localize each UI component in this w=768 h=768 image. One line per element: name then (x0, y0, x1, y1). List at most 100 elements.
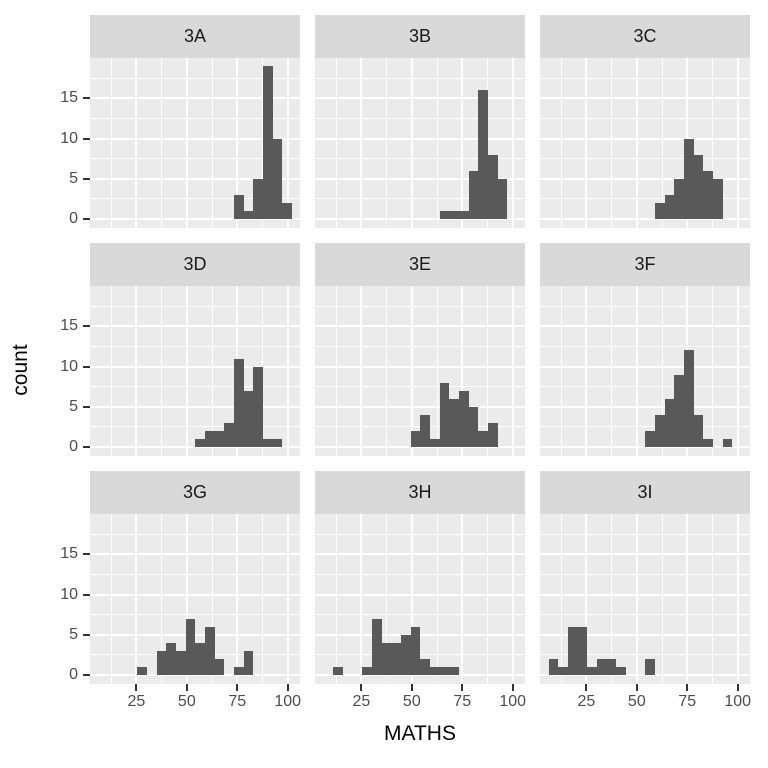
x-axis-tick (585, 684, 588, 691)
gridline-minor-y (90, 426, 300, 428)
y-axis-tick (83, 405, 90, 408)
facet-strip: 3F (540, 243, 750, 286)
histogram-bar (440, 211, 449, 220)
y-axis-tick (83, 446, 90, 449)
gridline-major-y (315, 674, 525, 677)
gridline-minor-y (315, 345, 525, 347)
histogram-bar (469, 406, 478, 448)
gridline-major-x (135, 58, 138, 228)
gridline-minor-y (315, 386, 525, 388)
gridline-minor-y (540, 654, 750, 656)
histogram-bar (488, 422, 498, 448)
y-tick-label: 15 (60, 545, 78, 563)
histogram-bar (665, 194, 674, 220)
facet-strip: 3B (315, 15, 525, 58)
x-tick-label: 100 (499, 693, 527, 710)
gridline-minor-y (315, 198, 525, 200)
histogram-bar (440, 382, 449, 448)
x-axis-tick (461, 684, 464, 691)
gridline-major-x (360, 514, 363, 684)
gridline-minor-y (540, 426, 750, 428)
facet-strip: 3G (90, 471, 300, 514)
histogram-bar (703, 439, 713, 448)
histogram-bar (372, 618, 382, 676)
gridline-minor-x (436, 58, 438, 228)
histogram-bar (459, 211, 469, 220)
histogram-bar (449, 398, 459, 448)
x-axis-tick (236, 684, 239, 691)
histogram-bar (684, 350, 694, 448)
histogram-bar (244, 390, 253, 448)
histogram-bar (244, 211, 253, 220)
gridline-minor-x (161, 514, 163, 684)
gridline-major-x (410, 58, 413, 228)
gridline-minor-x (161, 58, 163, 228)
histogram-bar (420, 414, 430, 448)
gridline-major-y (315, 405, 525, 408)
gridline-major-x (286, 286, 289, 456)
gridline-major-x (286, 514, 289, 684)
histogram-bar (234, 358, 244, 448)
gridline-minor-x (211, 514, 213, 684)
gridline-major-y (90, 325, 300, 328)
gridline-minor-y (540, 117, 750, 119)
histogram-bar (449, 211, 459, 220)
histogram-bar (478, 90, 488, 220)
gridline-minor-y (315, 614, 525, 616)
histogram-bar (645, 659, 655, 676)
gridline-major-y (315, 137, 525, 140)
x-tick-label: 75 (678, 693, 697, 710)
gridline-major-y (540, 177, 750, 180)
histogram-bar (205, 431, 215, 448)
gridline-minor-x (560, 514, 562, 684)
gridline-minor-x (386, 514, 388, 684)
gridline-minor-x (611, 286, 613, 456)
y-axis-tick (83, 674, 90, 677)
gridline-major-y (540, 365, 750, 368)
histogram-bar (362, 667, 372, 676)
gridline-minor-y (315, 533, 525, 535)
gridline-major-x (236, 58, 239, 228)
facet-strip-label: 3B (408, 26, 432, 46)
y-tick-label: 5 (69, 169, 78, 187)
x-tick-label: 50 (177, 693, 196, 710)
facet-strip: 3I (540, 471, 750, 514)
histogram-bar (333, 667, 343, 676)
gridline-major-y (90, 218, 300, 221)
histogram-bar (440, 667, 449, 676)
x-tick-label: 50 (402, 693, 421, 710)
gridline-minor-x (436, 286, 438, 456)
gridline-major-x (461, 286, 464, 456)
y-tick-label: 15 (60, 89, 78, 107)
histogram-bar (420, 659, 430, 676)
y-tick-label: 10 (60, 357, 78, 375)
histogram-bar (186, 618, 195, 676)
gridline-major-y (315, 177, 525, 180)
histogram-bar (694, 154, 703, 220)
gridline-minor-y (90, 533, 300, 535)
gridline-minor-y (90, 77, 300, 79)
gridline-minor-y (315, 117, 525, 119)
gridline-major-y (315, 553, 525, 556)
facet-strip-label: 3A (183, 26, 207, 46)
x-axis-tick (511, 684, 514, 691)
gridline-minor-x (611, 514, 613, 684)
gridline-minor-y (540, 573, 750, 575)
gridline-major-y (90, 97, 300, 100)
x-axis-tick (286, 684, 289, 691)
x-tick-label: 25 (352, 693, 371, 710)
facet-strip-label: 3C (633, 26, 657, 46)
x-tick-label: 75 (453, 693, 472, 710)
gridline-minor-x (486, 286, 488, 456)
histogram-bar (273, 138, 282, 220)
y-tick-label: 10 (60, 585, 78, 603)
gridline-minor-y (90, 386, 300, 388)
x-axis-tick (686, 684, 689, 691)
facet-panel (90, 58, 300, 228)
histogram-bar (157, 650, 166, 676)
histogram-bar (244, 650, 253, 676)
histogram-bar (282, 203, 292, 220)
gridline-major-x (185, 58, 188, 228)
y-axis-tick (83, 325, 90, 328)
gridline-minor-x (386, 58, 388, 228)
